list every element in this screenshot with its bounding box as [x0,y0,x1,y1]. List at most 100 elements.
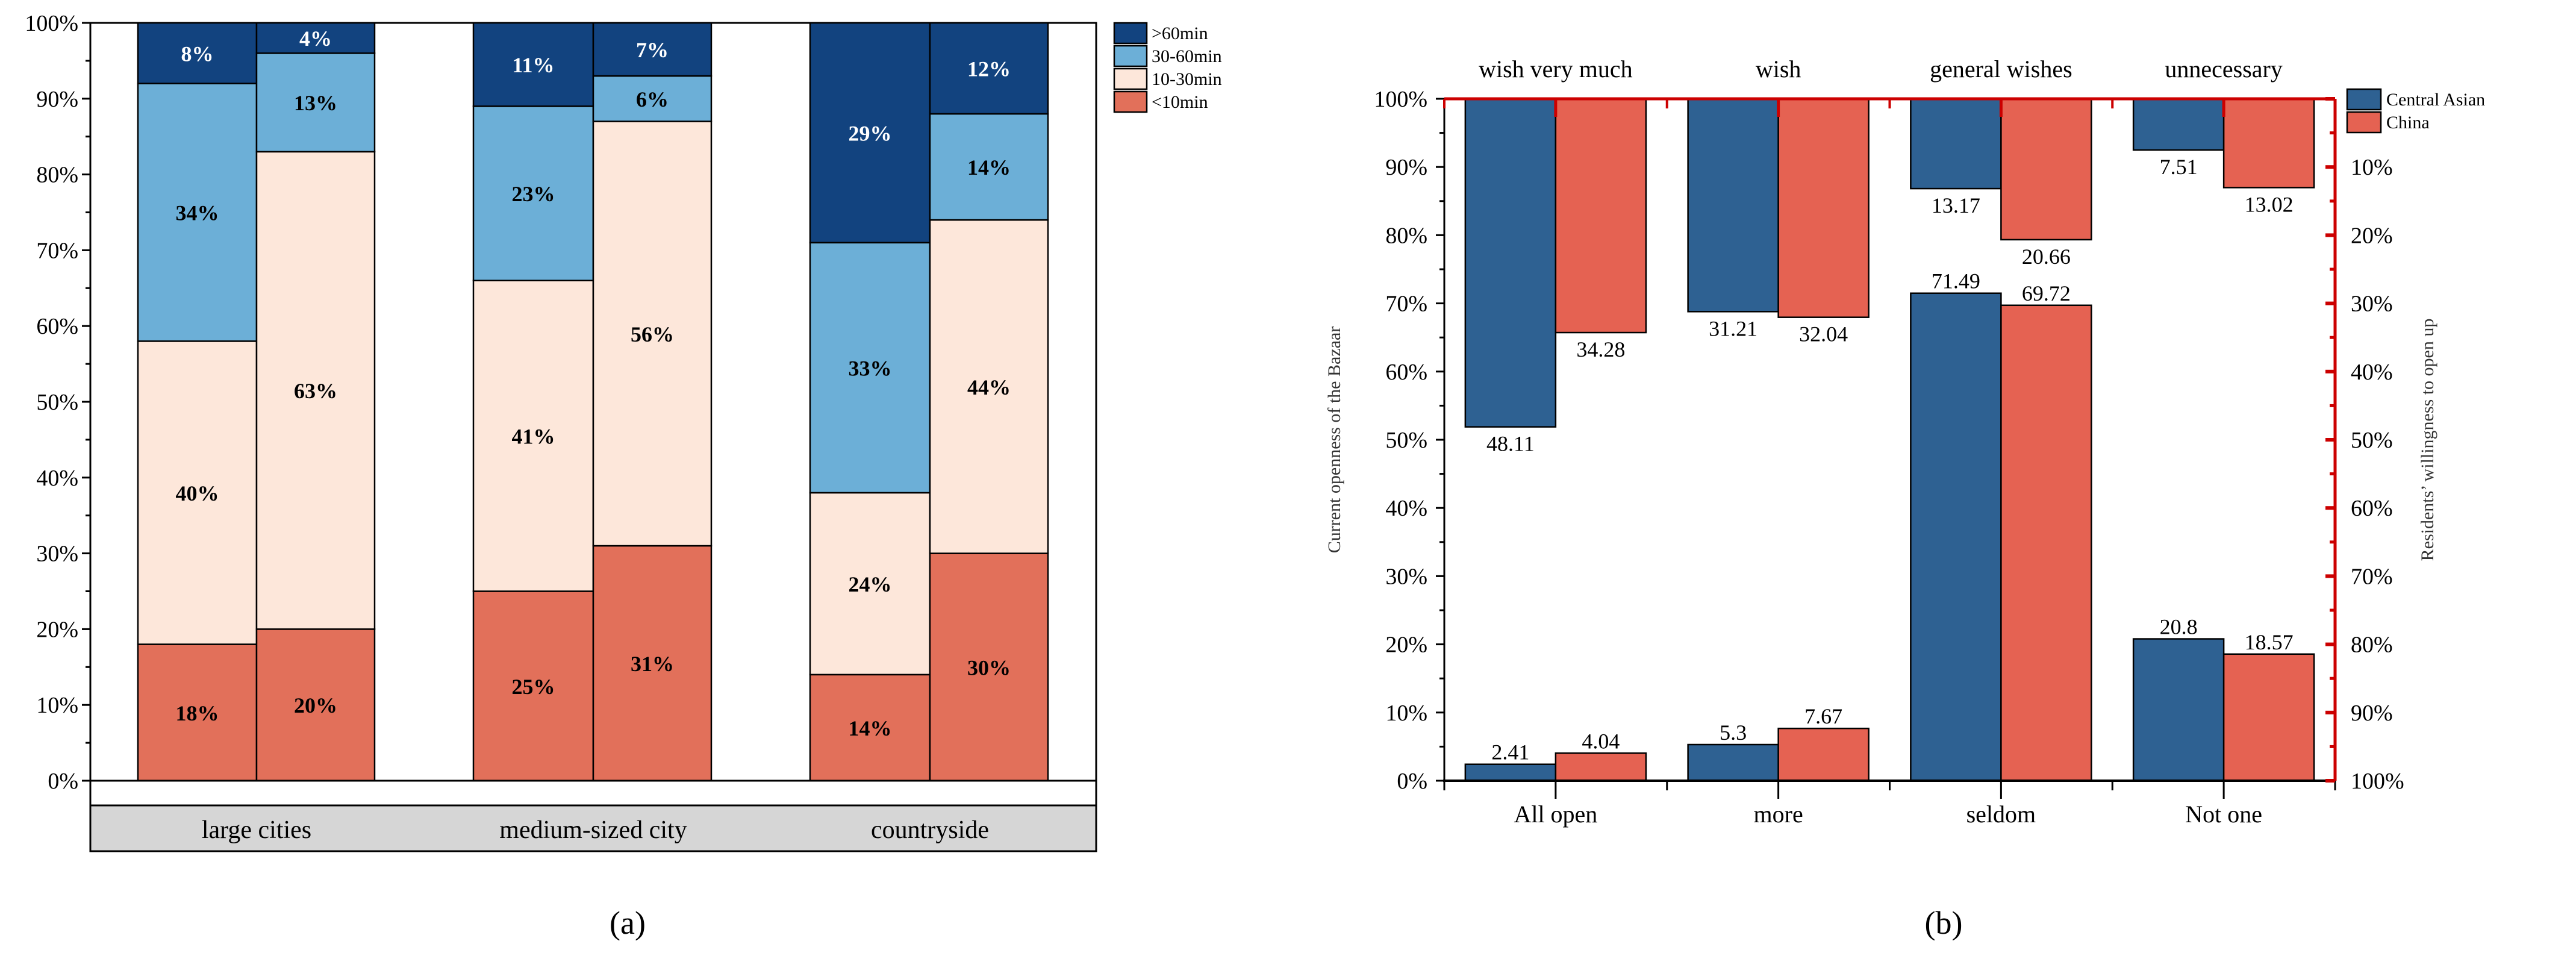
chart-b-top-data-label: 48.11 [1486,432,1535,456]
chart-b-bottom-bar [1555,752,1647,782]
chart-a-data-label: 33% [849,356,892,380]
chart-b-top-category-label: wish [1756,55,1801,83]
chart-a-y-tick-label: 30% [36,542,78,567]
chart-b-top-bar [2222,98,2315,189]
chart-b-y-tick-label: 80% [1385,223,1427,248]
chart-a-y-tick-label: 100% [25,11,78,36]
chart-a-bar-segment [592,545,713,782]
chart-b-top-data-label: 20.66 [2022,245,2071,269]
chart-a-data-label: 4% [299,27,332,51]
chart-b-panel-label: (b) [1925,905,1963,941]
chart-b-top-bar [1910,98,2002,190]
chart-b-bottom-data-label: 71.49 [1932,269,1980,293]
chart-a-bar-segment [472,22,594,107]
chart-b-top-data-label: 34.28 [1576,337,1625,361]
chart-a-data-label: 31% [631,652,674,676]
chart-a-subcategory-row [89,780,1097,807]
chart-b-right-tick-label: 10% [2351,155,2393,180]
chart-b-y-tick-label: 90% [1385,155,1427,180]
chart-b-top-data-label: 31.21 [1709,316,1757,340]
chart-a-data-label: 25% [512,675,555,699]
chart-a-y-tick-label: 90% [36,87,78,112]
chart-b-top-data-label: 13.02 [2245,192,2294,216]
chart-a-bar-segment [929,113,1049,221]
chart-b-bottom-bar [2132,638,2225,782]
chart-a-bar-segment [137,340,258,645]
chart-b-top-category-label: unnecessary [2165,55,2282,83]
chart-a-bar-segment [809,492,931,676]
chart-a-data-label: 8% [181,42,214,66]
chart-a-data-label: 34% [176,201,219,225]
chart-b-right-tick-label: 20% [2351,223,2393,248]
chart-a-bar-segment [929,219,1049,554]
chart-b-top-category-label: general wishes [1930,55,2072,83]
chart-a-data-label: 41% [512,425,555,449]
chart-a-bar-segment [809,673,931,782]
chart-a-legend-swatch [1113,67,1148,90]
chart-a-y-tick-label: 50% [36,390,78,415]
chart-a-y-tick-label: 60% [36,314,78,339]
chart-a-legend-label: 30-60min [1152,46,1222,66]
chart-a-group-label: medium-sized city [499,816,687,844]
chart-a-legend-swatch [1113,45,1148,67]
chart-a-bar-segment [929,22,1049,115]
chart-b-right-tick-label: 40% [2351,360,2393,385]
chart-a-data-label: 11% [512,53,554,77]
chart-b-bottom-data-label: 20.8 [2160,615,2198,639]
chart-a-data-label: 7% [636,38,669,62]
chart-a-data-label: 29% [849,121,892,145]
chart-a-data-label: 13% [294,91,337,115]
chart-b-x-category-label: seldom [1966,801,2036,828]
chart-b-top-category-label: wish very much [1479,55,1633,83]
chart-b-x-category-label: more [1754,801,1803,828]
chart-b-top-data-label: 7.51 [2160,155,2198,179]
chart-a-data-label: 56% [631,322,674,346]
chart-b-y-tick-label: 60% [1385,360,1427,385]
chart-b-legend-swatch [2346,111,2382,134]
chart-a-bar-segment [592,120,713,547]
chart-a-group-label: countryside [871,816,989,844]
chart-a-data-label: 18% [176,701,219,725]
chart-b-y-tick-label: 30% [1385,564,1427,589]
chart-a-bar-segment [592,22,713,77]
chart-b-bottom-bar [1910,292,2002,782]
chart-b-y-tick-label: 100% [1374,87,1427,112]
chart-b-y-tick-label: 50% [1385,428,1427,453]
chart-a-y-tick-label: 0% [48,769,78,794]
chart-a-legend-label: 10-30min [1152,69,1222,89]
chart-a-y-tick-label: 70% [36,238,78,263]
chart-a-legend-label: >60min [1152,23,1208,43]
chart-b-y-tick-label: 10% [1385,701,1427,726]
chart-b-right-tick-label: 50% [2351,428,2393,453]
chart-a-bar-segment [255,151,376,630]
chart-a-data-label: 20% [294,693,337,717]
chart-a-bar-segment [472,280,594,592]
chart-b-top-bar [1687,98,1779,313]
chart-b-bottom-bar [1777,727,1870,782]
chart-a-legend-swatch [1113,22,1148,45]
chart-b-top-bar [1555,98,1647,334]
chart-a-bar-segment [255,52,376,153]
chart-b-top-data-label: 13.17 [1932,193,1980,217]
chart-a-data-label: 44% [967,375,1011,399]
chart-b-bottom-data-label: 4.04 [1582,729,1620,753]
chart-a-legend-swatch [1113,90,1148,113]
chart-a-y-tick-label: 80% [36,163,78,188]
chart-a-bar-segment [592,75,713,122]
chart-b-y-tick-label: 70% [1385,292,1427,317]
chart-b-x-category-label: Not one [2185,801,2262,828]
chart-b-right-tick-label: 70% [2351,564,2393,589]
chart-b-right-tick-label: 30% [2351,292,2393,317]
chart-a-data-label: 40% [176,481,219,505]
chart-b-top-bar [1777,98,1870,318]
chart-a-data-label: 6% [636,87,669,111]
chart-b-right-tick-label: 60% [2351,496,2393,521]
chart-a-data-label: 30% [967,655,1011,680]
chart-b-bottom-data-label: 2.41 [1491,740,1529,764]
chart-a-data-label: 12% [967,57,1011,81]
chart-a-panel-label: (a) [610,905,646,941]
chart-a-bar-segment [255,22,376,54]
chart-b-legend-label: Central Asian [2386,90,2485,110]
